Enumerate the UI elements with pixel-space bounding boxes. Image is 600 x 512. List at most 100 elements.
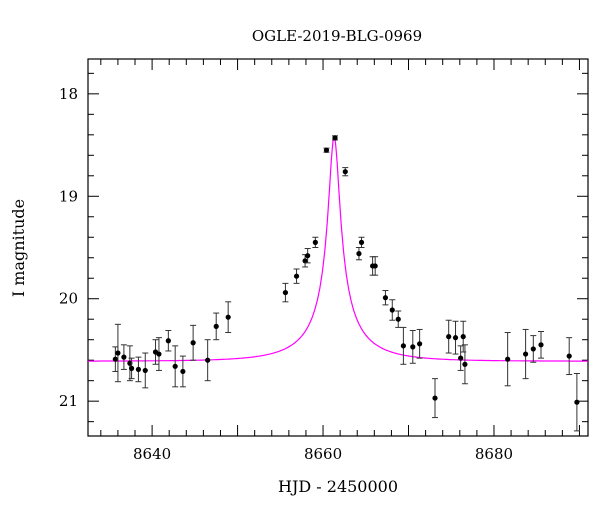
- data-point-group: [172, 345, 179, 388]
- data-point: [389, 307, 395, 313]
- data-point-group: [142, 352, 149, 389]
- data-point-group: [342, 167, 349, 177]
- data-point-group: [323, 147, 330, 153]
- data-point: [574, 399, 580, 405]
- data-point: [417, 341, 423, 347]
- data-point-group: [304, 248, 311, 264]
- data-point: [156, 351, 162, 357]
- data-point-group: [225, 301, 232, 334]
- data-point: [323, 147, 330, 153]
- data-point-group: [355, 247, 362, 261]
- data-point: [523, 351, 529, 357]
- data-point: [382, 295, 389, 301]
- data-point: [305, 253, 311, 259]
- data-point: [128, 365, 135, 371]
- data-point-group: [128, 357, 135, 380]
- data-point: [566, 353, 572, 359]
- data-point-group: [400, 326, 407, 365]
- data-point: [460, 334, 466, 340]
- data-point: [213, 323, 219, 329]
- y-tick-label: 19: [59, 187, 78, 205]
- data-point: [530, 346, 536, 352]
- x-axis-label: HJD - 2450000: [278, 477, 398, 496]
- plot-frame: [87, 58, 589, 437]
- data-point-group: [282, 282, 289, 303]
- data-point: [358, 239, 365, 245]
- data-point: [165, 338, 171, 344]
- data-point: [356, 251, 362, 257]
- data-point-group: [457, 345, 464, 371]
- data-point-group: [114, 323, 121, 383]
- model-curve: [88, 136, 588, 362]
- x-tick-label: 8640: [133, 445, 171, 463]
- data-point-group: [155, 337, 162, 371]
- data-point-group: [135, 356, 142, 383]
- data-point-group: [179, 355, 186, 388]
- y-tick-labels: 18 19 20 21: [59, 85, 78, 410]
- data-point-group: [461, 344, 468, 385]
- data-point: [538, 342, 544, 348]
- data-point: [190, 340, 196, 346]
- chart-title: OGLE-2019-BLG-0969: [252, 27, 422, 45]
- data-point: [462, 361, 468, 367]
- data-point: [282, 289, 289, 296]
- x-tick-labels: 8640 8660 8680: [133, 445, 513, 463]
- data-point: [312, 239, 318, 245]
- data-point-group: [504, 332, 511, 387]
- data-point: [135, 366, 142, 373]
- data-point-group: [332, 135, 339, 141]
- data-point: [458, 355, 464, 361]
- data-point-group: [389, 299, 396, 321]
- data-point: [452, 335, 459, 341]
- data-point: [225, 314, 231, 320]
- data-point: [342, 169, 348, 175]
- data-point-group: [112, 346, 119, 372]
- data-point-group: [372, 256, 379, 276]
- data-point-group: [452, 320, 459, 355]
- data-point: [410, 344, 416, 350]
- data-point-group: [566, 337, 573, 376]
- data-point: [121, 354, 127, 360]
- y-tick-label: 20: [59, 290, 78, 308]
- data-points: [112, 135, 580, 432]
- data-point: [505, 356, 511, 362]
- data-point-group: [573, 373, 580, 432]
- x-tick-label: 8680: [475, 445, 513, 463]
- data-point-group: [460, 320, 467, 353]
- data-point: [115, 350, 121, 356]
- data-point: [172, 363, 178, 369]
- y-tick-label: 18: [59, 85, 78, 103]
- data-point-group: [204, 339, 211, 382]
- data-point-group: [522, 328, 529, 380]
- data-point-group: [312, 236, 319, 248]
- data-point-group: [152, 339, 159, 365]
- data-point: [205, 357, 211, 363]
- data-point: [432, 395, 438, 401]
- x-tick-label: 8660: [304, 445, 342, 463]
- data-point-group: [213, 312, 220, 341]
- data-point-group: [537, 331, 544, 359]
- y-axis-label: I magnitude: [9, 199, 28, 297]
- data-point: [400, 343, 406, 349]
- data-point: [142, 367, 148, 374]
- data-point: [112, 356, 118, 362]
- data-point: [180, 368, 186, 375]
- data-point: [302, 258, 308, 264]
- data-point-group: [409, 329, 416, 364]
- data-point-group: [120, 344, 127, 370]
- data-point-group: [530, 335, 537, 363]
- data-point-group: [416, 328, 423, 359]
- data-point-group: [432, 378, 439, 419]
- data-point-group: [165, 329, 172, 352]
- data-point-group: [190, 324, 197, 361]
- data-point-group: [358, 236, 365, 248]
- data-point: [395, 316, 401, 322]
- data-point-group: [395, 310, 402, 328]
- data-point-group: [293, 268, 300, 284]
- data-point: [446, 334, 452, 340]
- data-point-group: [382, 290, 389, 306]
- axis-ticks: [88, 59, 588, 436]
- data-point-group: [445, 319, 452, 354]
- y-tick-label: 21: [59, 392, 78, 410]
